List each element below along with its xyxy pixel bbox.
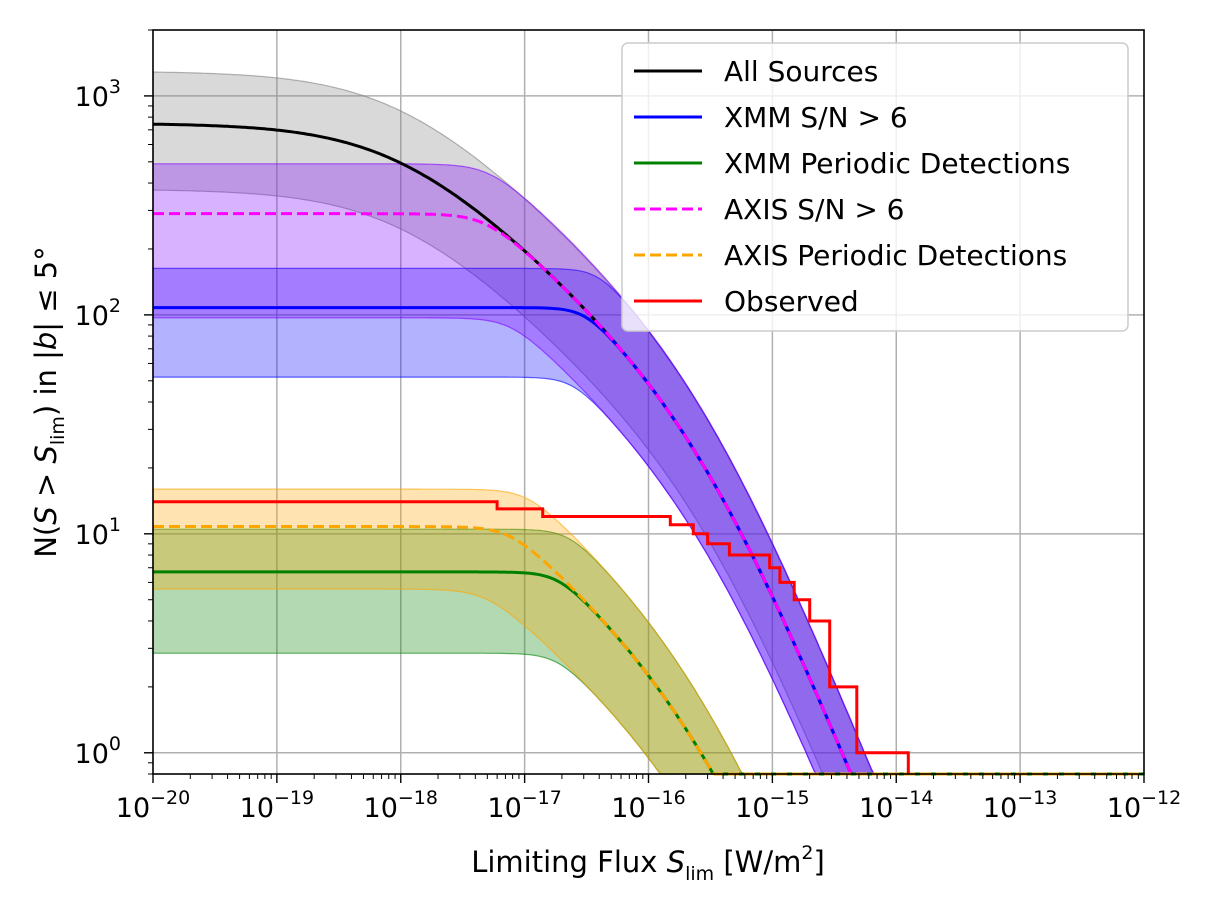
y-tick-labels: 100 101 102 103 xyxy=(75,76,121,770)
series-line-3 xyxy=(153,212,1144,776)
y-tick-label: 101 xyxy=(75,514,121,551)
legend-label-xmm-snr: XMM S/N > 6 xyxy=(724,101,908,134)
legend-label-axis-periodic: AXIS Periodic Detections xyxy=(724,239,1067,272)
legend-label-observed: Observed xyxy=(724,285,859,318)
x-tick-label: 10−20 xyxy=(116,787,190,824)
legend-box xyxy=(621,42,1129,332)
series-observed-step xyxy=(153,500,910,774)
y-axis-label: N(S > Slim) in |b| ≤ 5° xyxy=(29,246,69,558)
x-tick-label: 10−13 xyxy=(983,787,1057,824)
y-tick-label: 102 xyxy=(75,295,121,332)
y-tick-label: 103 xyxy=(75,76,121,113)
minor-ticks xyxy=(144,29,1145,783)
x-tick-label: 10−16 xyxy=(611,787,685,824)
x-tick-label: 10−15 xyxy=(735,787,809,824)
x-tick-label: 10−19 xyxy=(240,787,314,824)
legend: All Sources XMM S/N > 6 XMM Periodic Det… xyxy=(621,42,1129,332)
legend-label-xmm-periodic: XMM Periodic Detections xyxy=(724,147,1070,180)
x-tick-label: 10−18 xyxy=(364,787,438,824)
x-tick-label: 10−12 xyxy=(1107,787,1181,824)
x-tick-labels: 10−20 10−19 10−18 10−17 10−16 10−15 10−14 10−13… xyxy=(116,787,1181,824)
legend-label-all-sources: All Sources xyxy=(724,55,878,88)
x-tick-label: 10−14 xyxy=(859,787,933,824)
y-tick-label: 100 xyxy=(75,733,121,770)
x-axis-label: Limiting Flux Slim [W/m2] xyxy=(471,842,825,885)
x-tick-label: 10−17 xyxy=(487,787,561,824)
legend-label-axis-snr: AXIS S/N > 6 xyxy=(724,193,905,226)
plot-frame xyxy=(152,29,1145,775)
